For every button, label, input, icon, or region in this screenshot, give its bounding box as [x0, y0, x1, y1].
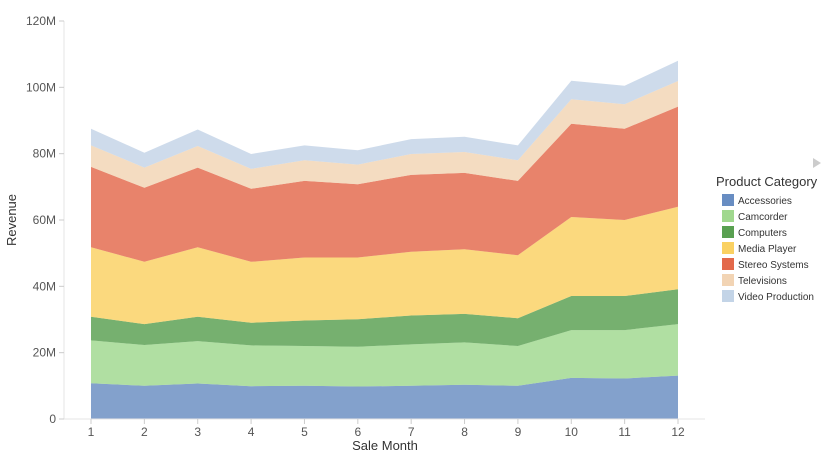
x-tick-label: 3	[194, 425, 201, 439]
y-tick-label: 100M	[26, 80, 56, 94]
legend-label: Media Player	[738, 244, 797, 255]
y-tick-label: 40M	[33, 279, 56, 293]
area-series-group	[91, 60, 678, 419]
legend-item-video-production[interactable]: Video Production	[722, 290, 814, 303]
legend-swatch	[722, 242, 734, 254]
x-tick-label: 1	[88, 425, 95, 439]
legend-scroll-arrow-icon[interactable]	[813, 158, 821, 168]
legend-item-computers[interactable]: Computers	[722, 226, 787, 239]
x-tick-label: 9	[515, 425, 522, 439]
legend-item-televisions[interactable]: Televisions	[722, 274, 787, 287]
legend-item-media-player[interactable]: Media Player	[722, 242, 797, 255]
legend-item-stereo-systems[interactable]: Stereo Systems	[722, 258, 809, 271]
x-tick-label: 11	[618, 425, 631, 439]
legend-label: Stereo Systems	[738, 260, 809, 271]
x-tick-label: 8	[461, 425, 468, 439]
x-tick-label: 7	[408, 425, 415, 439]
legend-swatch	[722, 290, 734, 302]
y-tick-label: 120M	[26, 14, 56, 28]
legend-swatch	[722, 258, 734, 270]
legend-label: Accessories	[738, 196, 792, 207]
area-camcorder[interactable]	[91, 324, 678, 387]
x-tick-label: 5	[301, 425, 308, 439]
area-video-production[interactable]	[91, 60, 678, 169]
x-tick-label: 6	[354, 425, 361, 439]
area-computers[interactable]	[91, 289, 678, 347]
area-stereo-systems[interactable]	[91, 106, 678, 262]
legend-swatch	[722, 226, 734, 238]
legend-label: Camcorder	[738, 212, 788, 223]
legend-swatch	[722, 194, 734, 206]
x-tick-label: 4	[248, 425, 255, 439]
legend-label: Video Production	[738, 292, 814, 303]
legend-label: Computers	[738, 228, 787, 239]
y-axis-title: Revenue	[4, 194, 19, 246]
y-tick-label: 80M	[33, 147, 56, 161]
y-tick-label: 60M	[33, 213, 56, 227]
legend-title: Product Category	[716, 174, 818, 189]
legend-item-camcorder[interactable]: Camcorder	[722, 210, 788, 223]
legend: Product Category Accessories Camcorder Com…	[716, 174, 818, 303]
legend-item-accessories[interactable]: Accessories	[722, 194, 792, 207]
x-tick-label: 10	[565, 425, 579, 439]
area-accessories[interactable]	[91, 375, 678, 419]
x-tick-label: 12	[671, 425, 685, 439]
legend-label: Televisions	[738, 276, 787, 287]
legend-swatch	[722, 210, 734, 222]
legend-items: Accessories Camcorder Computers Media Playe…	[722, 194, 814, 303]
y-tick-label: 20M	[33, 346, 56, 360]
area-televisions[interactable]	[91, 81, 678, 189]
area-media-player[interactable]	[91, 206, 678, 325]
y-tick-label: 0	[49, 412, 56, 426]
legend-swatch	[722, 274, 734, 286]
x-axis-title: Sale Month	[352, 438, 418, 453]
x-tick-label: 2	[141, 425, 148, 439]
